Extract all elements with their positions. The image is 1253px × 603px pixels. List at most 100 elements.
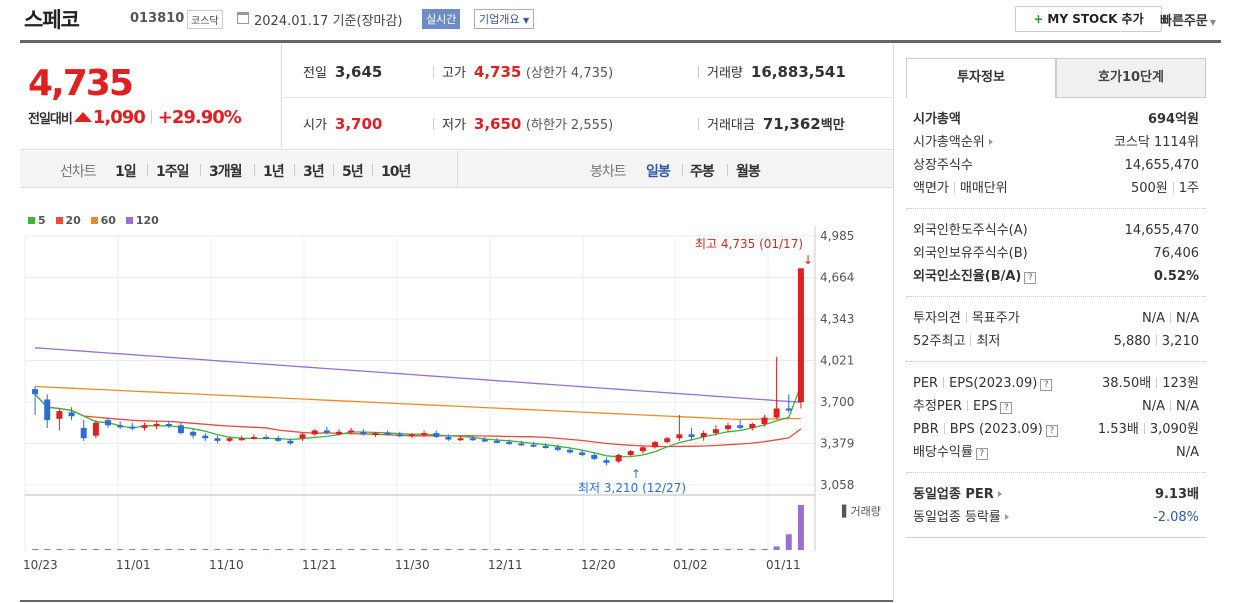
volume-bar (579, 549, 586, 550)
stat-volume: 거래량 16,883,541 (698, 62, 846, 81)
volume-bar (372, 549, 379, 550)
x-tick-label: 01/11 (766, 558, 801, 572)
volume-bar (469, 549, 476, 550)
period-3m[interactable]: 3개월 (209, 164, 243, 180)
volume-label: 거래량 (707, 66, 743, 81)
period-1y[interactable]: 1년 (263, 164, 285, 180)
volume-bar (335, 549, 342, 550)
prev-close-value: 3,645 (334, 63, 383, 81)
tab-order-book[interactable]: 호가10단계 (1056, 58, 1206, 98)
stock-chart[interactable]: 5 20 60 120 4,985 4,664 4,343 4,021 3,700 3,3… (20, 189, 893, 600)
volume-bar (481, 549, 488, 550)
row-industry-rate[interactable]: 동일업종 등락률 -2.08% (913, 510, 1199, 525)
candle-body (348, 430, 355, 433)
candle-body (396, 434, 403, 437)
volume-bar (323, 549, 330, 550)
divider (294, 164, 295, 176)
stat-low: 저가 3,650 (하한가 2,555) (433, 114, 613, 133)
volume-bar (627, 549, 634, 550)
chart-canvas: 4,985 4,664 4,343 4,021 3,700 3,379 3,058 ▌거래량 최… (23, 226, 881, 572)
volume-bar (68, 549, 75, 550)
chart-toolbar: 선차트 1일 1주일 3개월 1년 3년 5년 10년 봉차트 일봉 주봉 월봉 (20, 151, 893, 188)
period-5y[interactable]: 5년 (342, 164, 364, 180)
candle-body (712, 429, 719, 434)
volume-bar (214, 549, 221, 550)
legend-ma5: 5 (28, 214, 46, 227)
candle-body (141, 425, 148, 428)
down-arrow-icon: ↓ (803, 253, 813, 267)
candle-body (311, 430, 318, 435)
volume-bar (676, 548, 683, 550)
candle-body (554, 447, 561, 450)
help-icon[interactable]: ? (1040, 379, 1053, 391)
candle-weekly[interactable]: 주봉 (690, 164, 715, 180)
volume-bar (554, 549, 561, 550)
row-industry-per[interactable]: 동일업종 PER 9.13배 (913, 487, 1199, 502)
open-value: 3,700 (334, 115, 383, 133)
help-icon[interactable]: ? (1045, 425, 1058, 437)
volume-bar (724, 549, 731, 550)
period-3y[interactable]: 3년 (303, 164, 325, 180)
help-icon[interactable]: ? (1024, 272, 1037, 284)
period-10y[interactable]: 10년 (381, 164, 411, 180)
candle-monthly[interactable]: 월봉 (736, 164, 761, 180)
up-arrow-icon (73, 112, 92, 122)
volume-bar (457, 549, 464, 550)
row-divider (283, 97, 893, 98)
mystock-add-button[interactable]: + MY STOCK 추가 (1015, 6, 1162, 32)
volume-bar (737, 549, 744, 550)
volume-bar (117, 549, 124, 550)
candle-body (202, 435, 209, 439)
volume-bar (530, 549, 537, 550)
volume-bar (190, 549, 197, 550)
candle-body (129, 426, 136, 429)
candle-body (797, 268, 804, 403)
volume-bar (165, 549, 172, 550)
volume-bar (348, 549, 355, 550)
help-icon[interactable]: ? (1000, 402, 1013, 414)
volume-bar (785, 534, 792, 550)
period-1d[interactable]: 1일 (115, 164, 137, 180)
candle-body (226, 438, 233, 441)
candle-body (214, 438, 221, 441)
volume-bar (275, 549, 282, 550)
divider (200, 164, 201, 176)
candle-body (44, 399, 51, 421)
x-tick-label: 11/01 (116, 558, 151, 572)
volume-bar (408, 549, 415, 550)
candle-body (238, 438, 245, 441)
chart-legend: 5 20 60 120 (28, 214, 165, 227)
candle-daily[interactable]: 일봉 (646, 164, 671, 180)
corp-info-dropdown[interactable]: 기업개요 ▼ (474, 9, 535, 29)
candle-body (615, 455, 622, 462)
volume-bar (92, 549, 99, 550)
candle-body (566, 449, 573, 453)
y-tick-label: 4,343 (820, 312, 854, 326)
volume-label: ▌거래량 (841, 504, 881, 518)
help-icon[interactable]: ? (975, 448, 988, 460)
volume-bar (652, 549, 659, 550)
price-change: 전일대비 1,090 +29.90% (28, 107, 242, 128)
tab-invest-info[interactable]: 투자정보 (906, 58, 1056, 98)
candle-body (250, 436, 257, 439)
open-label: 시가 (303, 118, 327, 133)
realtime-button[interactable]: 실시간 (422, 9, 461, 29)
market-badge: 코스닥 (187, 10, 223, 29)
divider (682, 164, 683, 176)
divider (333, 164, 334, 176)
x-tick-label: 11/10 (209, 558, 244, 572)
prev-close-label: 전일 (303, 66, 327, 81)
row-market-cap-rank[interactable]: 시가총액순위 코스닥 1114위 (913, 135, 1199, 150)
divider (147, 164, 148, 176)
change-percent: +29.90% (157, 107, 242, 128)
high-annotation: 최고 4,735 (01/17) (695, 237, 803, 251)
low-label: 저가 (442, 118, 466, 133)
quick-order-button[interactable]: 빠른주문 ▼ (1160, 10, 1216, 29)
volume-bar (445, 549, 452, 550)
y-tick-label: 4,664 (820, 271, 854, 285)
volume-bar (105, 549, 112, 550)
row-52week: 52주최고 최저 5,880 3,210 (913, 334, 1199, 349)
divider (433, 118, 434, 130)
period-1w[interactable]: 1주일 (156, 164, 190, 180)
volume-bar (749, 549, 756, 550)
